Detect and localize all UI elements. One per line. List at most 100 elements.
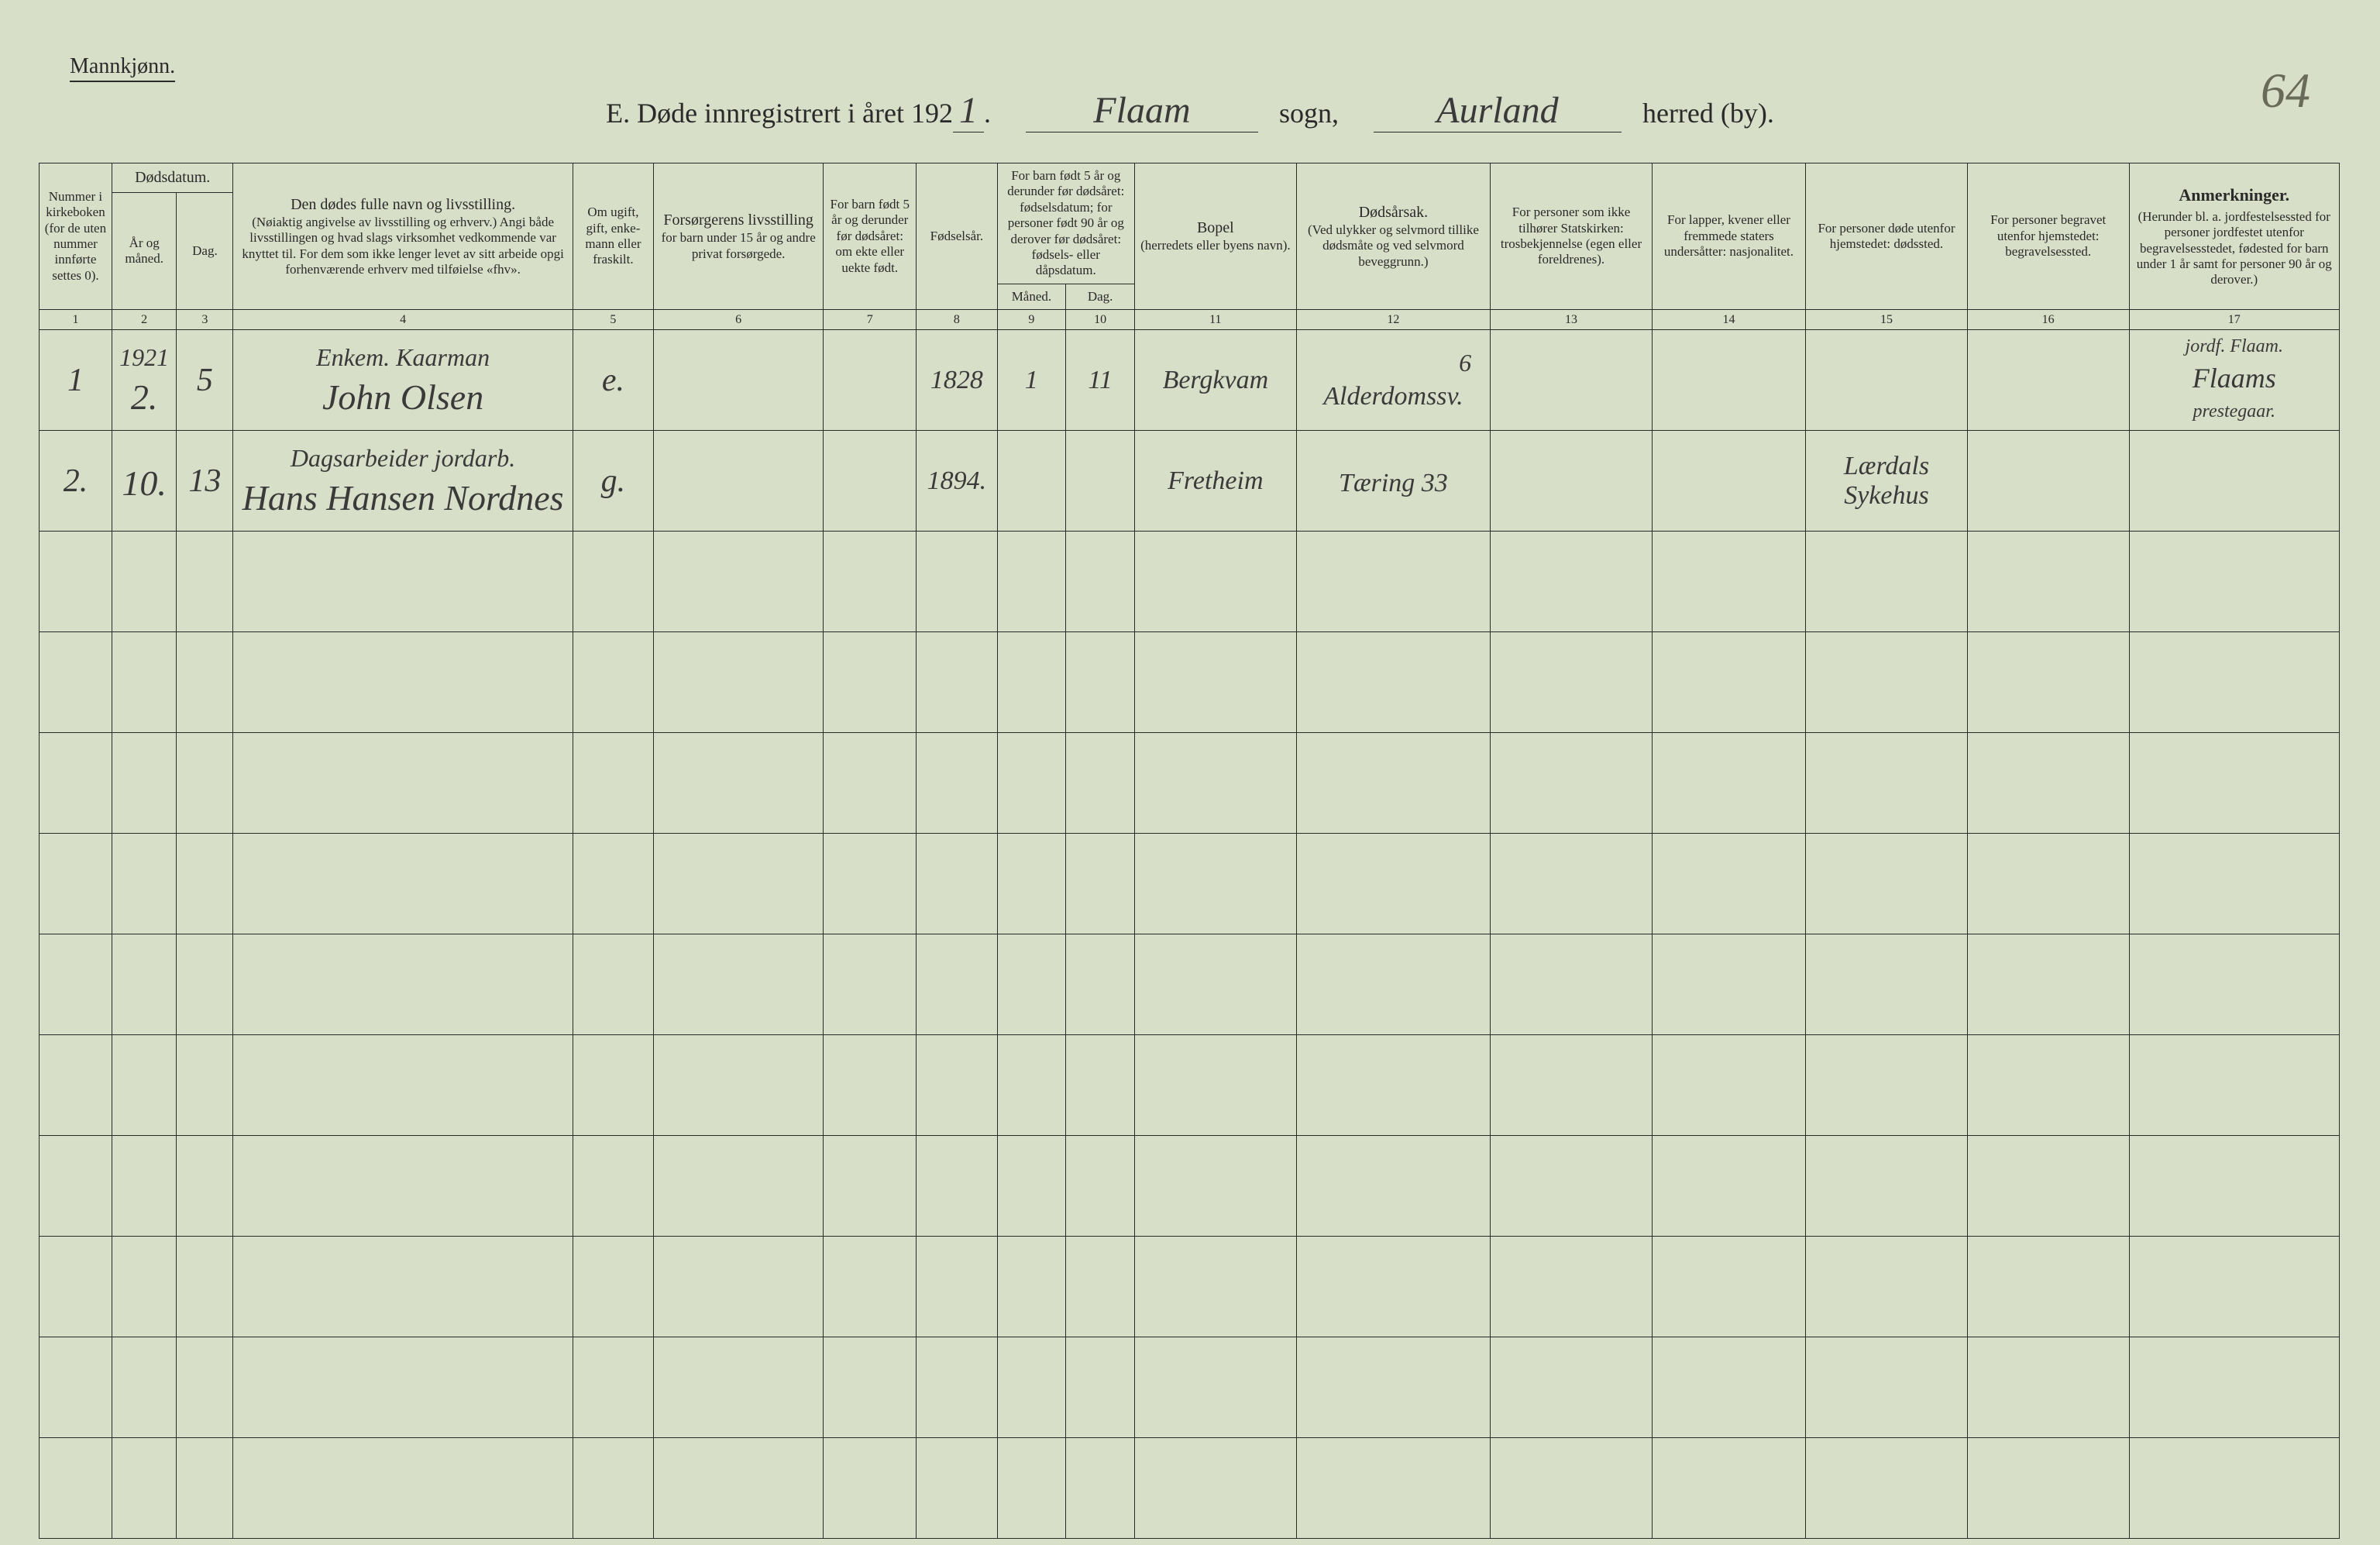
col-header-nationality: For lapper, kvener eller fremmede stater… (1652, 163, 1805, 310)
empty-cell (654, 532, 824, 632)
empty-cell (40, 532, 112, 632)
cell-marital: g. (573, 431, 653, 532)
col-header-day: Dag. (177, 193, 233, 310)
empty-cell (40, 1337, 112, 1438)
empty-cell (997, 1438, 1066, 1539)
empty-cell (824, 733, 917, 834)
cell-provider (654, 330, 824, 431)
empty-cell (997, 532, 1066, 632)
cell-cause: 6 Alderdomssv. (1296, 330, 1490, 431)
empty-cell (233, 1237, 573, 1337)
col-header-deathdate: Dødsdatum. (112, 163, 233, 193)
title-year-handwritten: 1 (953, 89, 984, 132)
empty-cell (1135, 532, 1297, 632)
colnum: 5 (573, 310, 653, 330)
empty-cell (40, 733, 112, 834)
empty-cell (917, 1337, 997, 1438)
empty-cell (1135, 733, 1297, 834)
empty-cell (2129, 834, 2339, 934)
empty-cell (2129, 532, 2339, 632)
title-sogn-label: sogn, (1279, 98, 1339, 129)
empty-cell (2129, 733, 2339, 834)
empty-cell (1967, 632, 2129, 733)
col-header-remarks: Anmerkninger. (Herunder bl. a. jord­fest… (2129, 163, 2339, 310)
empty-cell (1296, 834, 1490, 934)
empty-cell (1066, 1337, 1135, 1438)
empty-cell (573, 1237, 653, 1337)
col-header-marital: Om ugift, gift, enke­mann eller fraskilt… (573, 163, 653, 310)
empty-cell (233, 1337, 573, 1438)
colnum: 1 (40, 310, 112, 330)
empty-cell (40, 834, 112, 934)
empty-cell (573, 532, 653, 632)
empty-cell (824, 1237, 917, 1337)
table-row (40, 934, 2340, 1035)
empty-cell (917, 1136, 997, 1237)
empty-cell (1066, 532, 1135, 632)
register-table: Nummer i kirke­boken (for de uten nummer… (39, 163, 2340, 1539)
empty-cell (1491, 1136, 1653, 1237)
cell-legit (824, 330, 917, 431)
table-row (40, 1136, 2340, 1237)
empty-cell (997, 934, 1066, 1035)
empty-cell (654, 1035, 824, 1136)
empty-cell (824, 1136, 917, 1237)
gender-label: Mannkjønn. (70, 54, 175, 82)
empty-cell (40, 632, 112, 733)
empty-cell (2129, 934, 2339, 1035)
empty-cell (997, 1136, 1066, 1237)
empty-cell (2129, 1136, 2339, 1237)
empty-cell (233, 934, 573, 1035)
cell-provider (654, 431, 824, 532)
empty-cell (233, 532, 573, 632)
empty-cell (1135, 1337, 1297, 1438)
empty-cell (1967, 1438, 2129, 1539)
empty-cell (1296, 532, 1490, 632)
empty-cell (1066, 1438, 1135, 1539)
empty-cell (177, 1438, 233, 1539)
empty-cell (112, 834, 176, 934)
empty-cell (824, 834, 917, 934)
empty-cell (917, 834, 997, 934)
empty-cell (233, 1136, 573, 1237)
empty-cell (233, 733, 573, 834)
empty-cell (1806, 733, 1968, 834)
empty-cell (1652, 1035, 1805, 1136)
cell-day: 13 (177, 431, 233, 532)
empty-cell (1652, 532, 1805, 632)
empty-cell (112, 1337, 176, 1438)
empty-cell (2129, 1035, 2339, 1136)
empty-cell (233, 1438, 573, 1539)
empty-cell (2129, 1237, 2339, 1337)
empty-cell (1967, 1237, 2129, 1337)
empty-cell (112, 1438, 176, 1539)
empty-cell (573, 733, 653, 834)
empty-cell (177, 1136, 233, 1237)
empty-cell (1967, 532, 2129, 632)
empty-cell (654, 934, 824, 1035)
empty-cell (1806, 532, 1968, 632)
cell-day: 5 (177, 330, 233, 431)
empty-cell (573, 1337, 653, 1438)
cell-birthyear: 1828 (917, 330, 997, 431)
cell-yearmonth: 1921 2. (112, 330, 176, 431)
empty-cell (1967, 733, 2129, 834)
cell-number: 2. (40, 431, 112, 532)
col-header-birthyear: Fødsels­år. (917, 163, 997, 310)
empty-cell (1296, 1136, 1490, 1237)
empty-cell (1135, 1035, 1297, 1136)
empty-cell (177, 632, 233, 733)
cell-cause: Tæring 33 (1296, 431, 1490, 532)
empty-cell (1135, 1438, 1297, 1539)
empty-cell (1296, 1337, 1490, 1438)
colnum: 14 (1652, 310, 1805, 330)
colnum: 8 (917, 310, 997, 330)
col-header-name: Den dødes fulle navn og livsstilling. (N… (233, 163, 573, 310)
empty-cell (40, 934, 112, 1035)
empty-cell (1135, 934, 1297, 1035)
empty-cell (1967, 1035, 2129, 1136)
table-row (40, 834, 2340, 934)
empty-cell (112, 1035, 176, 1136)
empty-cell (1491, 1237, 1653, 1337)
table-row (40, 1035, 2340, 1136)
